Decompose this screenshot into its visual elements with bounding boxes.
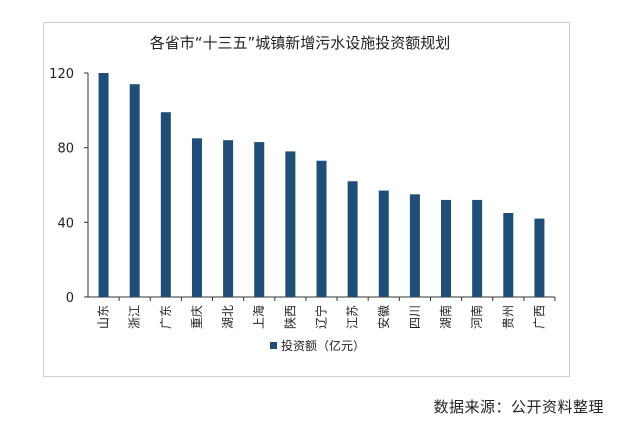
y-tick-label: 80 [57, 142, 74, 157]
bar-四川 [409, 194, 420, 297]
bar-陕西 [285, 151, 296, 297]
x-tick-label: 重庆 [190, 305, 204, 329]
bar-series [98, 73, 545, 297]
x-tick-label: 湖南 [438, 305, 453, 329]
bar-安徽 [378, 190, 389, 297]
bar-上海 [254, 142, 265, 297]
x-tick-label: 湖北 [220, 305, 235, 329]
x-tick-label: 广西 [532, 305, 546, 329]
legend: 投资额（亿元） [270, 338, 365, 353]
bar-山东 [98, 73, 109, 297]
legend-label: 投资额（亿元） [281, 338, 365, 353]
bar-广东 [160, 112, 171, 297]
x-tick-label: 贵州 [501, 305, 515, 329]
x-tick-label: 辽宁 [314, 305, 329, 329]
bar-湖南 [441, 199, 452, 297]
bar-贵州 [503, 213, 514, 297]
legend-swatch [270, 342, 277, 349]
bar-江苏 [347, 181, 358, 297]
x-axis [88, 296, 556, 301]
x-tick-label: 四川 [408, 305, 422, 329]
bar-广西 [534, 218, 545, 297]
x-tick-label: 江苏 [346, 305, 360, 329]
bar-重庆 [191, 138, 202, 297]
x-tick-label: 陕西 [282, 305, 297, 329]
chart-frame [43, 22, 570, 377]
chart-title: 各省市“十三五”城镇新增污水设施投资额规划 [150, 34, 451, 52]
bar-辽宁 [316, 160, 327, 297]
bar-河南 [472, 199, 483, 297]
bar-浙江 [129, 84, 140, 297]
y-tick-label: 120 [49, 67, 74, 82]
y-tick-label: 0 [66, 291, 74, 306]
x-tick-label: 河南 [469, 305, 484, 329]
x-tick-label: 山东 [97, 305, 111, 329]
x-tick-label: 安徽 [376, 305, 391, 329]
x-tick-label: 广东 [159, 305, 173, 329]
x-tick-label: 浙江 [128, 305, 142, 329]
y-tick-label: 40 [57, 216, 74, 231]
x-tick-label: 上海 [251, 305, 266, 329]
bar-湖北 [223, 140, 234, 297]
y-axis: 0 40 80 120 [49, 67, 89, 306]
source-note: 数据来源：公开资料整理 [433, 398, 604, 416]
x-tick-labels: 山东 浙江 广东 重庆 湖北 上海 陕西 辽宁 江苏 安徽 四川 湖南 河南 贵州 广西 [97, 305, 547, 329]
